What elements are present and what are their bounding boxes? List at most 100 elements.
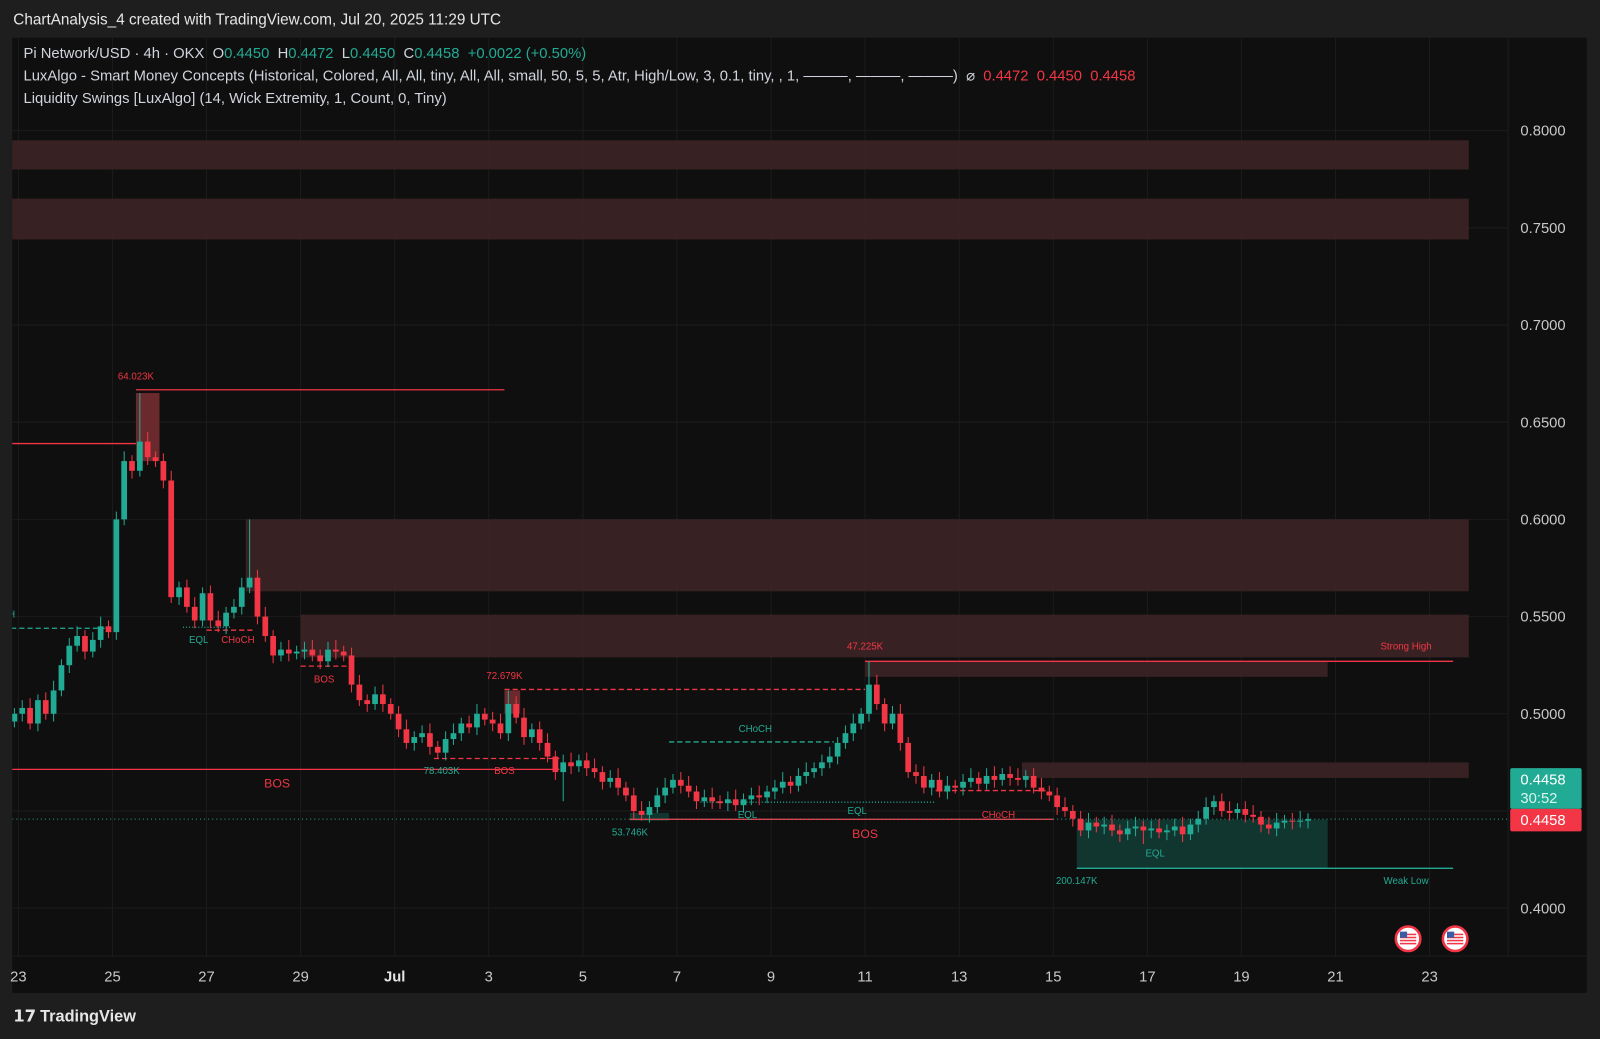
- candle-body: [285, 649, 292, 654]
- candle-body: [670, 779, 676, 788]
- candle-body: [458, 723, 465, 734]
- chart-annotation-label: EQL: [1145, 849, 1165, 860]
- high-value: 0.4472: [288, 45, 334, 63]
- candle-body: [293, 651, 300, 654]
- close-label: C: [403, 45, 415, 63]
- indicator-smc-name[interactable]: LuxAlgo - Smart Money Concepts (Historic…: [23, 68, 958, 85]
- price-axis-tick: 0.5000: [1520, 707, 1565, 723]
- candle-body: [599, 772, 606, 782]
- candle-body: [842, 733, 849, 743]
- candle-body: [1218, 801, 1225, 811]
- zone-supply: [865, 661, 1328, 677]
- candle-body: [646, 807, 653, 815]
- candle-body: [105, 626, 112, 633]
- candle-body: [74, 636, 80, 646]
- indicator-legend-liquidity[interactable]: Liquidity Swings [LuxAlgo] (14, Wick Ext…: [23, 91, 446, 107]
- open-label: O: [212, 45, 225, 63]
- chart-annotation-label: CHoCH: [221, 635, 254, 646]
- candle-body: [184, 587, 190, 607]
- chart-annotation-label: BOS: [852, 827, 878, 841]
- us-flag-stripe: [1446, 933, 1464, 936]
- candle-body: [811, 768, 817, 773]
- us-flag-stripe: [1399, 933, 1417, 936]
- candle-body: [1069, 810, 1076, 819]
- candle-body: [356, 684, 363, 701]
- zone-demand: [1076, 819, 1328, 869]
- chart-annotation-label: Strong High: [1380, 642, 1431, 653]
- candle-body: [724, 799, 731, 804]
- indicator-liquidity-name[interactable]: Liquidity Swings [LuxAlgo] (14, Wick Ext…: [23, 90, 447, 108]
- candle-body: [583, 760, 590, 769]
- candle-body: [66, 645, 73, 666]
- candle-body: [348, 655, 355, 685]
- candle-body: [834, 742, 841, 757]
- candle-body: [231, 606, 237, 613]
- candle-body: [560, 762, 567, 773]
- candle-body: [952, 785, 959, 788]
- candle-body: [866, 684, 872, 714]
- us-flag-stripe: [1446, 942, 1464, 945]
- us-flag-canton: [1446, 931, 1455, 938]
- candle-body: [160, 461, 167, 481]
- time-axis-tick: 5: [579, 970, 587, 986]
- candle-body: [238, 587, 245, 607]
- candle-body: [1132, 826, 1139, 829]
- candle-body: [152, 457, 159, 462]
- candle-body: [215, 620, 222, 627]
- candle-body: [756, 795, 763, 798]
- candle-body: [1234, 809, 1241, 813]
- candle-body: [795, 775, 802, 786]
- candle-body: [701, 797, 708, 802]
- us-flag-canton: [1399, 931, 1408, 938]
- us-flag-stripe: [1446, 939, 1464, 942]
- candle-body: [144, 441, 151, 458]
- candle-body: [709, 797, 716, 802]
- zone-supply: [12, 198, 1469, 240]
- candle-body: [207, 593, 214, 621]
- chart-annotation-label: BOS: [494, 766, 515, 777]
- candle-body: [489, 719, 496, 724]
- candle-body: [332, 649, 339, 652]
- chart-annotation-label: 72.679K: [486, 671, 523, 682]
- candle-body: [387, 704, 394, 714]
- candle-body: [12, 713, 18, 722]
- price-axis-tick: 0.7500: [1520, 221, 1565, 237]
- candle-body: [685, 785, 692, 792]
- candle-body: [1124, 828, 1131, 835]
- candle-body: [1015, 777, 1021, 780]
- candle-body: [254, 577, 261, 617]
- time-axis-tick: 29: [292, 970, 308, 986]
- candle-body: [191, 606, 198, 621]
- time-axis-tick: 13: [951, 970, 967, 986]
- candle-body: [819, 762, 825, 769]
- chart-annotation-label: EQL: [189, 635, 209, 646]
- candle-body: [615, 777, 621, 788]
- chart-annotation-label: EQL: [738, 810, 758, 821]
- last-price-value: 0.4458: [1520, 772, 1565, 788]
- candle-body: [944, 785, 951, 792]
- symbol-name[interactable]: Pi Network/USD · 4h · OKX: [23, 45, 205, 63]
- candle-body: [1164, 830, 1170, 833]
- candle-body: [270, 636, 276, 656]
- candle-body: [223, 612, 229, 627]
- us-flag-stripe: [1399, 942, 1417, 945]
- candle-body: [677, 779, 684, 786]
- last-price-badge: [1510, 768, 1582, 809]
- time-axis-tick: 21: [1327, 970, 1343, 986]
- chart-annotation-label: 78.403K: [424, 766, 461, 777]
- bar-countdown: 30:52: [1520, 791, 1557, 807]
- candle-body: [1297, 820, 1304, 822]
- snapshot-title: ChartAnalysis_4 created with TradingView…: [13, 11, 502, 29]
- candle-body: [1093, 822, 1100, 827]
- chart-annotation-label: BOS: [314, 675, 335, 686]
- candle-body: [1195, 818, 1202, 825]
- candle-body: [536, 729, 543, 743]
- candle-body: [779, 781, 786, 788]
- indicator-legend-smc[interactable]: LuxAlgo - Smart Money Concepts (Historic…: [23, 68, 1135, 84]
- candle-body: [607, 777, 614, 782]
- close-value: 0.4458: [414, 45, 460, 63]
- candle-body: [913, 772, 919, 776]
- chart-annotation-label: CHoCH: [982, 810, 1015, 821]
